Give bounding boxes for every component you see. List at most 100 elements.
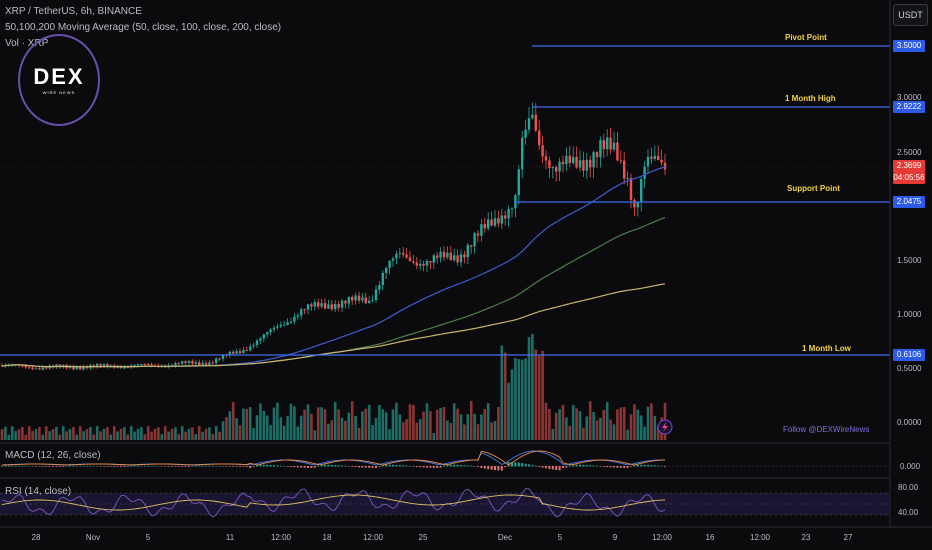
volume-bar: [265, 415, 269, 440]
macd-histogram-bar: [521, 463, 524, 467]
volume-bar: [371, 425, 374, 440]
volume-bar: [255, 415, 259, 440]
macd-histogram-bar: [545, 466, 547, 469]
volume-bar: [116, 431, 119, 440]
volume-bar: [323, 409, 327, 440]
month-high-price-tag: 2.9222: [893, 101, 925, 113]
candle-body: [646, 156, 650, 167]
candle-body: [395, 253, 398, 259]
volume-bar: [374, 418, 378, 440]
volume-bar: [534, 349, 538, 440]
volume-bar: [95, 426, 99, 440]
volume-bar: [527, 337, 531, 440]
macd-histogram-bar: [320, 464, 323, 467]
macd-label[interactable]: MACD (12, 26, close): [5, 450, 101, 461]
candle-body: [218, 358, 221, 360]
candle-body: [368, 300, 371, 304]
volume-bar: [571, 405, 575, 440]
macd-histogram-bar: [337, 465, 340, 467]
volume-bar: [157, 427, 160, 440]
macd-histogram-bar: [415, 466, 418, 467]
volume-bar: [245, 408, 249, 440]
macd-histogram-bar: [96, 465, 99, 467]
volume-bar: [174, 427, 177, 440]
candle-body: [174, 362, 177, 366]
time-axis-label: 5: [145, 533, 151, 542]
rsi-pane: [0, 488, 890, 518]
macd-histogram-bar: [38, 466, 41, 467]
macd-histogram-bar: [633, 464, 636, 467]
macd-histogram-bar: [341, 465, 343, 467]
candle-body: [286, 322, 289, 325]
macd-histogram-bar: [65, 465, 68, 467]
macd-histogram-bar: [235, 466, 238, 467]
current-price-tag: 2.3699: [893, 160, 925, 172]
macd-histogram-bar: [222, 466, 224, 467]
macd-histogram-bar: [487, 466, 490, 470]
candle-body: [419, 263, 422, 266]
candle-body: [517, 169, 520, 196]
candle-body: [279, 325, 282, 327]
candle-body: [164, 366, 167, 368]
volume-bar: [38, 426, 41, 440]
currency-button[interactable]: USDT: [893, 4, 928, 26]
volume-bar: [636, 409, 640, 440]
volume-bar: [214, 426, 218, 440]
macd-histogram-bar: [252, 466, 255, 467]
candle-body: [575, 156, 578, 168]
macd-histogram-bar: [358, 466, 360, 468]
volume-bar: [197, 426, 201, 440]
candle-body: [466, 245, 469, 258]
volume-bar: [554, 412, 558, 440]
volume-bar: [476, 424, 480, 440]
volume-bar: [558, 409, 561, 440]
candle-body: [572, 156, 575, 164]
candle-body: [568, 155, 571, 164]
candle-body: [422, 263, 425, 266]
macd-histogram-bar: [293, 466, 296, 468]
macd-histogram-bar: [89, 465, 92, 467]
volume-bar: [361, 411, 364, 440]
volume-bar: [85, 429, 89, 440]
macd-histogram-bar: [647, 464, 649, 467]
macd-histogram-bar: [494, 466, 496, 471]
volume-bar: [442, 406, 446, 440]
candle-body: [548, 160, 551, 169]
volume-bar: [167, 431, 170, 440]
macd-histogram-bar: [606, 466, 609, 468]
candle-body: [599, 140, 602, 158]
macd-histogram-bar: [218, 465, 221, 467]
volume-bar: [415, 422, 419, 440]
volume-bar: [561, 404, 565, 440]
rsi-label[interactable]: RSI (14, close): [5, 486, 72, 497]
macd-histogram-bar: [354, 466, 357, 468]
candle-body: [565, 155, 568, 165]
macd-histogram-bar: [245, 466, 248, 467]
volume-indicator-label[interactable]: Vol · XRP: [5, 38, 49, 49]
macd-histogram-bar: [164, 466, 167, 467]
volume-bar: [51, 429, 55, 440]
candle-body: [371, 300, 374, 302]
macd-histogram-bar: [653, 465, 656, 467]
candle-body: [381, 272, 384, 286]
candle-body: [320, 303, 323, 307]
volume-bar: [622, 406, 626, 440]
candle-body: [660, 159, 663, 163]
month-low-price-tag: 0.6106: [893, 349, 925, 361]
volume-bar: [425, 403, 429, 440]
macd-histogram-bar: [371, 466, 374, 468]
candle-body: [653, 155, 656, 159]
ma-indicator-label[interactable]: 50,100,200 Moving Average (50, close, 10…: [5, 22, 282, 33]
symbol-title[interactable]: XRP / TetherUS, 6h, BINANCE: [5, 6, 142, 17]
volume-bar: [656, 425, 660, 440]
ma200-line: [1, 283, 666, 368]
volume-bar: [544, 402, 548, 440]
volume-bar: [58, 434, 62, 440]
price-axis-label: 1.0000: [897, 310, 922, 319]
candle-body: [92, 365, 95, 367]
macd-histogram-bar: [630, 466, 632, 467]
macd-histogram-bar: [194, 465, 197, 467]
volume-bar: [218, 431, 221, 440]
macd-histogram-bar: [398, 465, 401, 467]
